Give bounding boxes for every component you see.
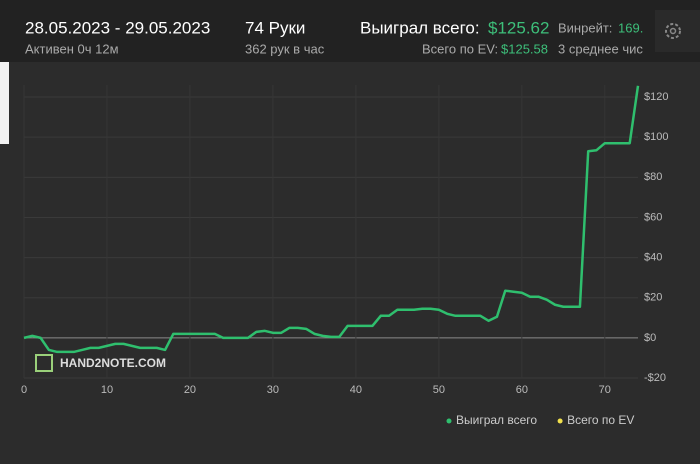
y-tick-label: $80 xyxy=(644,171,662,183)
y-tick-label: -$20 xyxy=(644,372,666,384)
won-value: $125.62 xyxy=(488,18,549,37)
gear-hub xyxy=(669,27,677,35)
back-window xyxy=(0,62,9,144)
winrate-label: Винрейт: xyxy=(558,20,612,35)
logo-text: HAND2NOTE.COM xyxy=(60,356,166,370)
winrate-value: 169. xyxy=(618,20,643,35)
logo-icon xyxy=(35,354,53,372)
legend-swatch xyxy=(557,418,563,424)
x-tick-label: 0 xyxy=(21,384,27,396)
x-tick-label: 60 xyxy=(516,384,528,396)
x-tick-label: 50 xyxy=(433,384,445,396)
date-range: 28.05.2023 - 29.05.2023 xyxy=(25,18,210,37)
y-tick-label: $120 xyxy=(644,91,668,103)
x-tick-label: 20 xyxy=(184,384,196,396)
y-tick-label: $20 xyxy=(644,292,662,304)
y-tick-label: $40 xyxy=(644,251,662,263)
y-tick-label: $0 xyxy=(644,332,656,344)
y-tick-label: $60 xyxy=(644,211,662,223)
series-line xyxy=(23,85,640,354)
hands: 74 Руки xyxy=(245,18,305,37)
y-tick-label: $100 xyxy=(644,131,668,143)
legend-label: Выиграл всего xyxy=(456,413,537,427)
settings-button[interactable] xyxy=(655,10,700,52)
gear-icon xyxy=(665,23,681,39)
won-label: Выиграл всего: xyxy=(360,18,480,37)
x-tick-label: 70 xyxy=(599,384,611,396)
header-bar xyxy=(0,0,700,62)
x-tick-label: 30 xyxy=(267,384,279,396)
watermark: HAND2NOTE.COM xyxy=(35,354,166,372)
active-time: Активен 0ч 12м xyxy=(25,41,119,56)
legend-label: Всего по EV xyxy=(567,413,634,427)
ev-value: $125.58 xyxy=(501,41,548,56)
legend-swatch xyxy=(446,418,452,424)
avg-label: 3 среднее чис xyxy=(558,41,643,56)
x-tick-label: 40 xyxy=(350,384,362,396)
x-tick-label: 10 xyxy=(101,384,113,396)
hands-rate: 362 рук в час xyxy=(245,41,325,56)
ev-label: Всего по EV: xyxy=(422,41,498,56)
